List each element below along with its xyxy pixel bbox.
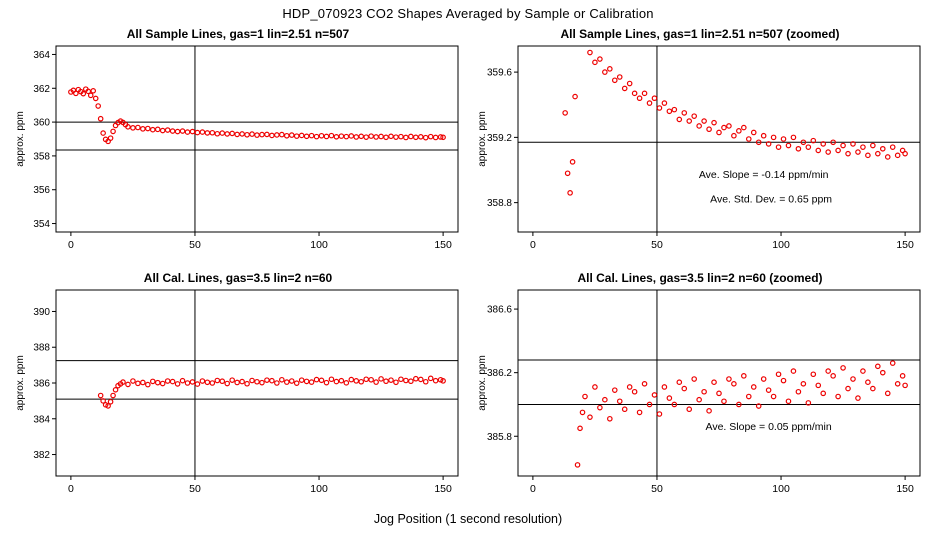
svg-text:Ave. Slope = 0.05 ppm/min: Ave. Slope = 0.05 ppm/min — [706, 421, 832, 433]
panel-sample-full-title: All Sample Lines, gas=1 lin=2.51 n=507 — [126, 27, 350, 41]
svg-text:354: 354 — [33, 219, 50, 230]
svg-text:0: 0 — [68, 483, 74, 495]
svg-text:50: 50 — [189, 483, 201, 495]
sample-zoomed-plot: 0 50 100 150 358.8 359.2 359.6 approx. ppm Ave. … — [477, 45, 921, 251]
svg-text:Ave. Std. Dev. = 0.65 ppm: Ave. Std. Dev. = 0.65 ppm — [710, 194, 832, 206]
svg-text:100: 100 — [310, 239, 328, 251]
svg-text:150: 150 — [434, 239, 452, 251]
svg-text:0: 0 — [530, 239, 536, 251]
svg-text:50: 50 — [189, 239, 201, 251]
svg-text:358: 358 — [33, 151, 50, 162]
svg-text:50: 50 — [651, 239, 663, 251]
svg-text:approx. ppm: approx. ppm — [477, 355, 488, 411]
svg-text:0: 0 — [530, 483, 536, 495]
svg-text:362: 362 — [33, 84, 50, 95]
cal-zoomed-plot: 0 50 100 150 385.8 386.2 386.6 approx. ppm Ave. … — [477, 289, 921, 495]
svg-text:150: 150 — [896, 239, 914, 251]
svg-text:150: 150 — [434, 483, 452, 495]
svg-text:385.8: 385.8 — [487, 432, 512, 443]
svg-text:approx. ppm: approx. ppm — [15, 111, 26, 167]
sample-full-plot: 0 50 100 150 354 356 358 360 362 364 approx. ppm — [15, 45, 459, 251]
svg-text:100: 100 — [772, 239, 790, 251]
svg-text:386: 386 — [33, 379, 50, 390]
panel-sample-zoomed: All Sample Lines, gas=1 lin=2.51 n=507 (… — [474, 26, 926, 260]
svg-text:150: 150 — [896, 483, 914, 495]
svg-text:358.8: 358.8 — [487, 198, 512, 209]
svg-text:100: 100 — [772, 483, 790, 495]
svg-text:384: 384 — [33, 414, 50, 425]
svg-text:0: 0 — [68, 239, 74, 251]
panel-sample-full: All Sample Lines, gas=1 lin=2.51 n=507 0… — [12, 26, 464, 260]
panel-cal-zoomed-title: All Cal. Lines, gas=3.5 lin=2 n=60 (zoom… — [577, 271, 823, 285]
panel-sample-zoomed-title: All Sample Lines, gas=1 lin=2.51 n=507 (… — [560, 27, 840, 41]
main-title: HDP_070923 CO2 Shapes Averaged by Sample… — [282, 6, 654, 21]
svg-text:approx. ppm: approx. ppm — [15, 355, 26, 411]
svg-text:386.6: 386.6 — [487, 305, 512, 316]
svg-text:approx. ppm: approx. ppm — [477, 111, 488, 167]
svg-text:359.2: 359.2 — [487, 133, 512, 144]
svg-text:382: 382 — [33, 450, 50, 461]
svg-text:386.2: 386.2 — [487, 368, 512, 379]
svg-text:388: 388 — [33, 343, 50, 354]
svg-text:100: 100 — [310, 483, 328, 495]
panel-cal-full: All Cal. Lines, gas=3.5 lin=2 n=60 0 50 10… — [12, 270, 464, 504]
x-axis-label: Jog Position (1 second resolution) — [373, 512, 563, 526]
svg-text:359.6: 359.6 — [487, 68, 512, 79]
panel-cal-full-title: All Cal. Lines, gas=3.5 lin=2 n=60 — [143, 271, 333, 285]
svg-text:364: 364 — [33, 50, 50, 61]
panel-cal-zoomed: All Cal. Lines, gas=3.5 lin=2 n=60 (zoom… — [474, 270, 926, 504]
svg-text:50: 50 — [651, 483, 663, 495]
svg-text:360: 360 — [33, 118, 50, 129]
svg-text:390: 390 — [33, 307, 50, 318]
cal-full-plot: 0 50 100 150 382 384 386 388 390 approx. ppm — [15, 289, 459, 495]
svg-text:Ave. Slope = -0.14 ppm/min: Ave. Slope = -0.14 ppm/min — [699, 169, 829, 181]
svg-text:356: 356 — [33, 185, 50, 196]
